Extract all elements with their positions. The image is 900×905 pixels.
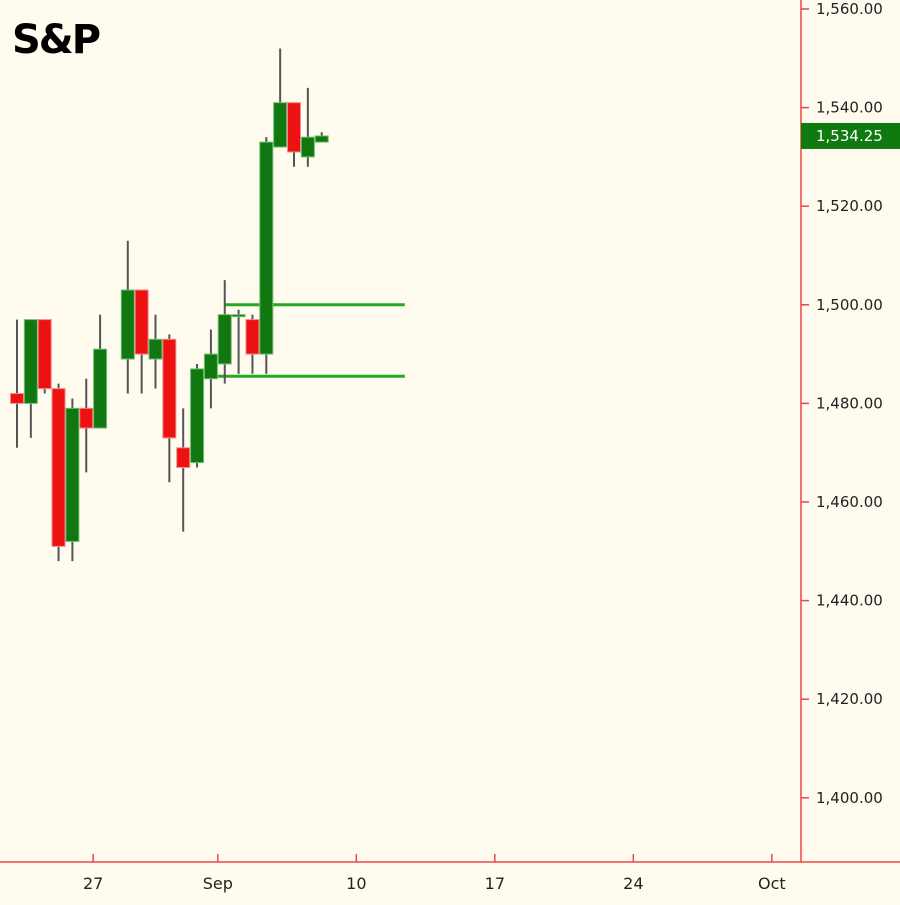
x-tick-label-1: Sep — [203, 874, 233, 893]
x-tick-label-2: 10 — [346, 874, 366, 893]
x-tick-label-4: 24 — [623, 874, 643, 893]
x-tick-label-5: Oct — [758, 874, 786, 893]
x-tick-label-3: 17 — [485, 874, 505, 893]
candle-body-16 — [245, 319, 260, 355]
last-price-tag: 1,534.25 — [801, 122, 900, 149]
candle-body-20 — [300, 136, 315, 158]
candle-10 — [162, 334, 177, 483]
candle-1 — [23, 319, 38, 438]
candle-body-21 — [314, 135, 329, 143]
level-lines — [203, 303, 405, 378]
candle-body-13 — [203, 353, 218, 380]
y-tick-label-1: 1,540.00 — [816, 99, 883, 117]
candle-20 — [300, 87, 315, 167]
candle-6 — [93, 314, 108, 429]
candle-body-14 — [217, 314, 232, 365]
candle-body-6 — [93, 348, 108, 429]
candle-body-7 — [120, 289, 135, 360]
candle-body-15 — [231, 314, 246, 318]
candle-body-17 — [259, 141, 274, 355]
y-tick-label-6: 1,440.00 — [816, 592, 883, 610]
candle-2 — [37, 319, 52, 394]
candle-5 — [79, 378, 94, 473]
candle-17 — [259, 137, 274, 374]
candle-16 — [245, 314, 260, 374]
y-tick-label-0: 1,560.00 — [816, 0, 883, 18]
candle-body-10 — [162, 338, 177, 439]
y-tick-label-8: 1,400.00 — [816, 789, 883, 807]
candle-21 — [314, 132, 329, 143]
candle-9 — [148, 314, 163, 389]
candle-19 — [287, 102, 301, 167]
y-tick-label-3: 1,500.00 — [816, 296, 883, 314]
candle-18 — [273, 48, 288, 148]
candle-3 — [51, 383, 66, 562]
candle-body-4 — [65, 407, 80, 542]
candle-13 — [203, 329, 218, 409]
last-price-label: 1,534.25 — [816, 127, 883, 145]
candle-4 — [65, 398, 80, 562]
candle-body-2 — [37, 319, 52, 390]
candle-0 — [10, 319, 24, 448]
y-tick-label-2: 1,520.00 — [816, 197, 883, 215]
candle-body-5 — [79, 407, 94, 429]
candle-body-8 — [134, 289, 149, 355]
x-tick-label-0: 27 — [83, 874, 103, 893]
candle-body-11 — [176, 447, 191, 468]
candle-14 — [217, 280, 232, 384]
candle-12 — [190, 363, 205, 468]
candle-body-19 — [287, 102, 301, 153]
candle-body-3 — [51, 388, 66, 547]
candle-body-18 — [273, 102, 288, 148]
candle-body-9 — [148, 338, 163, 360]
candle-body-0 — [10, 393, 24, 404]
candles — [10, 48, 329, 562]
candle-body-1 — [23, 319, 38, 404]
y-tick-label-5: 1,460.00 — [816, 493, 883, 511]
y-tick-label-4: 1,480.00 — [816, 394, 883, 412]
candle-body-12 — [190, 368, 205, 464]
candle-15 — [231, 309, 246, 374]
candle-8 — [134, 289, 149, 394]
last-price-badge — [801, 122, 900, 149]
candle-7 — [120, 240, 135, 394]
y-tick-label-7: 1,420.00 — [816, 690, 883, 708]
chart-title: S&P — [12, 17, 100, 63]
candle-11 — [176, 408, 191, 532]
